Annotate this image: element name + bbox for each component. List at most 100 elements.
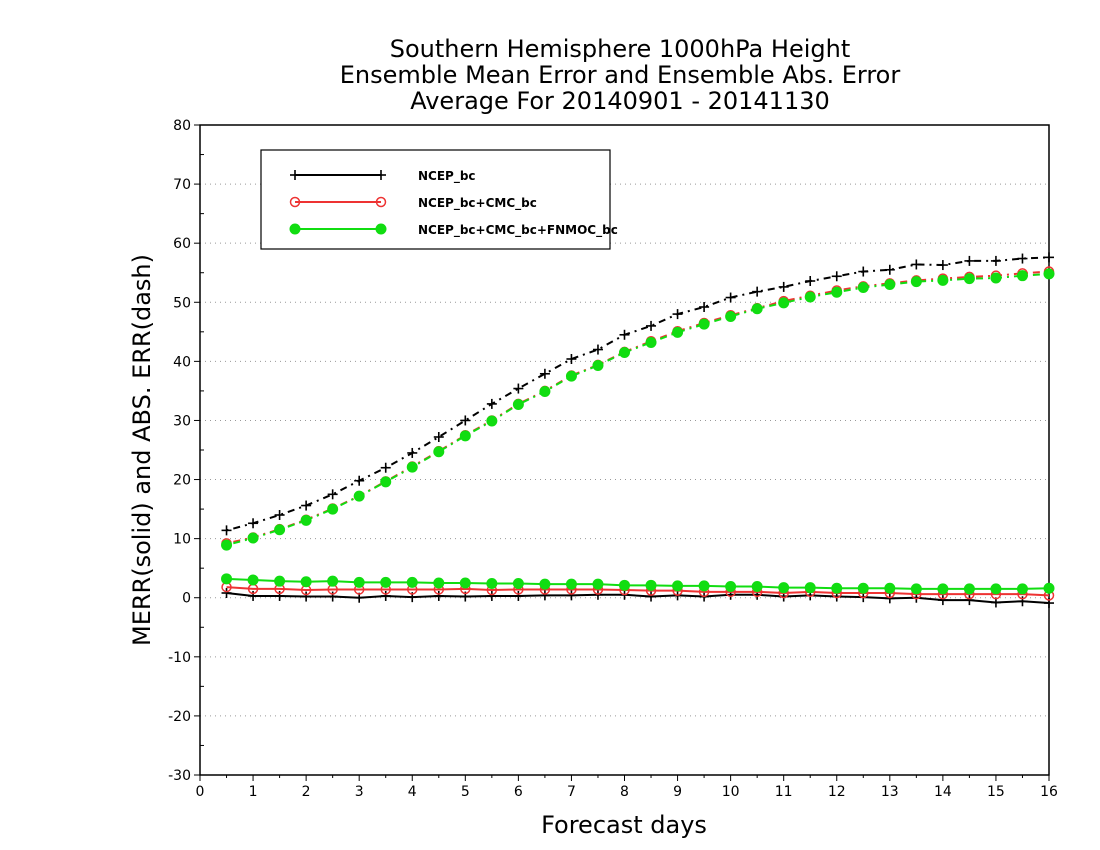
- title-line-1: Southern Hemisphere 1000hPa Height: [389, 35, 851, 63]
- abs-err-point: [645, 336, 657, 348]
- legend-label: NCEP_bc+CMC_bc+FNMOC_bc: [418, 223, 618, 238]
- abs-err-point: [1044, 252, 1054, 263]
- merr-point: [592, 578, 604, 590]
- merr-point: [619, 579, 630, 591]
- abs-err-point: [672, 309, 683, 320]
- merr-point: [486, 578, 498, 590]
- x-tick-label: 1: [249, 784, 258, 800]
- abs-err-point: [804, 291, 816, 303]
- legend-marker: [289, 196, 301, 208]
- abs-err-point: [619, 347, 630, 358]
- merr-point: [963, 583, 975, 595]
- abs-err-point: [911, 259, 922, 270]
- abs-err-point: [247, 532, 259, 544]
- merr-point: [964, 595, 975, 606]
- merr-point: [751, 581, 763, 592]
- x-axis-label: Forecast days: [541, 811, 707, 839]
- legend-item: NCEP_bc+CMC_bc+FNMOC_bc: [289, 223, 618, 238]
- x-tick-label: 10: [722, 784, 740, 800]
- abs-err-point: [539, 386, 551, 397]
- abs-err-point: [884, 264, 895, 275]
- abs-err-point: [327, 489, 338, 500]
- x-tick-label: 12: [828, 784, 846, 800]
- merr-point: [512, 578, 524, 590]
- y-tick-label: 60: [173, 236, 191, 252]
- abs-err-point: [699, 302, 710, 312]
- abs-err-point: [592, 344, 603, 355]
- legend-marker: [289, 223, 301, 235]
- abs-err-point: [778, 297, 790, 309]
- abs-err-point: [858, 266, 869, 277]
- merr-point: [380, 590, 391, 601]
- merr-point: [937, 595, 948, 606]
- abs-err-point: [433, 432, 444, 442]
- merr-point: [990, 583, 1002, 595]
- x-tick-label: 11: [775, 784, 793, 800]
- abs-err-point: [566, 354, 577, 364]
- merr-point: [592, 589, 603, 600]
- y-tick-label: 10: [173, 532, 191, 548]
- merr-point: [380, 576, 392, 588]
- abs-err-point: [486, 398, 497, 409]
- merr-point: [672, 580, 684, 592]
- merr-point: [327, 575, 339, 587]
- abs-err-point: [619, 329, 630, 340]
- legend-box: [260, 149, 611, 250]
- x-tick-label: 5: [461, 784, 470, 800]
- abs-err-point: [407, 447, 418, 458]
- merr-point: [433, 577, 445, 589]
- merr-point: [406, 576, 418, 588]
- abs-err-point: [725, 292, 736, 303]
- merr-point: [539, 578, 551, 590]
- merr-point: [433, 590, 444, 601]
- y-tick-label: 80: [173, 118, 191, 134]
- merr-point: [565, 578, 577, 590]
- y-tick-label: -20: [168, 709, 191, 725]
- y-tick-label: 20: [173, 473, 191, 489]
- merr-point: [566, 590, 577, 601]
- abs-err-point: [857, 282, 869, 293]
- x-tick-label: 0: [196, 784, 205, 800]
- merr-point: [804, 582, 816, 594]
- x-tick-label: 16: [1040, 784, 1058, 800]
- x-tick-label: 14: [934, 784, 952, 800]
- abs-err-point: [221, 525, 232, 536]
- x-tick-label: 6: [514, 784, 523, 800]
- title-line-3: Average For 20140901 - 20141130: [410, 87, 830, 115]
- chart-title: Southern Hemisphere 1000hPa Height Ensem…: [300, 36, 940, 114]
- legend-item: NCEP_bc+CMC_bc: [289, 196, 537, 211]
- merr-point: [539, 590, 550, 601]
- y-tick-label: -30: [168, 768, 191, 784]
- abs-err-point: [460, 415, 471, 426]
- abs-err-point: [380, 462, 391, 473]
- abs-err-point: [990, 272, 1002, 284]
- merr-line: [226, 577, 1050, 590]
- abs-err-point: [1043, 268, 1055, 280]
- abs-err-point: [672, 326, 684, 338]
- merr-point: [221, 588, 232, 598]
- title-line-2: Ensemble Mean Error and Ensemble Abs. Er…: [339, 61, 901, 89]
- abs-err-point: [910, 276, 922, 288]
- abs-err-point: [963, 273, 975, 285]
- merr-point: [247, 574, 259, 586]
- abs-err-point: [778, 281, 789, 292]
- abs-err-point: [592, 360, 604, 371]
- legend-marker: [376, 170, 386, 180]
- y-tick-label: 70: [173, 177, 191, 193]
- abs-err-point: [937, 274, 949, 286]
- abs-err-point: [274, 510, 285, 520]
- merr-point: [778, 582, 790, 594]
- abs-err-line: [226, 272, 1050, 547]
- abs-err-point: [301, 500, 312, 511]
- abs-err-point: [831, 286, 843, 298]
- abs-err-point: [937, 260, 948, 271]
- merr-point: [301, 591, 312, 602]
- merr-point: [698, 580, 710, 592]
- y-tick-label: 0: [182, 591, 191, 607]
- merr-point: [459, 577, 471, 589]
- x-tick-label: 3: [355, 784, 364, 800]
- x-tick-label: 2: [302, 784, 311, 800]
- legend-marker: [375, 196, 387, 208]
